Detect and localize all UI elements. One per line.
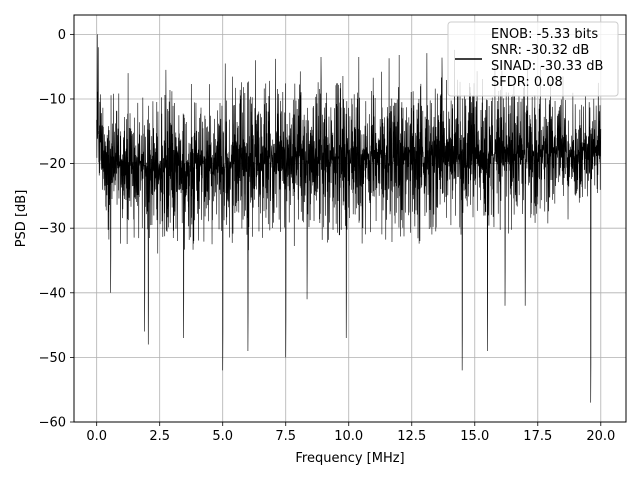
axis-ticks: 0.0 2.5 5.0 7.5 10.0 12.5 15.0 17.5 20.0 0 −10 −20 −… xyxy=(39,28,616,444)
x-tick-label: 15.0 xyxy=(460,429,489,444)
psd-series-line xyxy=(96,34,602,403)
x-tick-label: 2.5 xyxy=(149,429,170,444)
y-tick-label: 0 xyxy=(58,28,66,43)
plot-area xyxy=(96,34,602,403)
plot-frame xyxy=(73,14,627,423)
y-tick-label: −10 xyxy=(39,92,66,107)
y-axis-label: PSD [dB] xyxy=(14,190,29,248)
legend-snr: SNR: -30.32 dB xyxy=(491,43,589,58)
x-tick-label: 0.0 xyxy=(86,429,107,444)
y-tick-label: −60 xyxy=(39,416,66,431)
legend-enob: ENOB: -5.33 bits xyxy=(491,27,598,42)
x-tick-label: 17.5 xyxy=(523,429,552,444)
y-tick-label: −40 xyxy=(39,286,66,301)
x-tick-label: 20.0 xyxy=(586,429,615,444)
x-tick-label: 5.0 xyxy=(212,429,233,444)
y-tick-label: −50 xyxy=(39,351,66,366)
legend-sinad: SINAD: -30.33 dB xyxy=(491,59,603,74)
y-tick-label: −30 xyxy=(39,222,66,237)
legend-sfdr: SFDR: 0.08 xyxy=(491,75,563,90)
x-tick-label: 7.5 xyxy=(275,429,296,444)
y-tick-label: −20 xyxy=(39,157,66,172)
legend: ENOB: -5.33 bits SNR: -30.32 dB SINAD: -… xyxy=(447,21,619,97)
legend-box xyxy=(447,21,619,97)
x-axis-label: Frequency [MHz] xyxy=(295,451,404,466)
x-tick-label: 10.0 xyxy=(334,429,363,444)
x-tick-label: 12.5 xyxy=(397,429,426,444)
